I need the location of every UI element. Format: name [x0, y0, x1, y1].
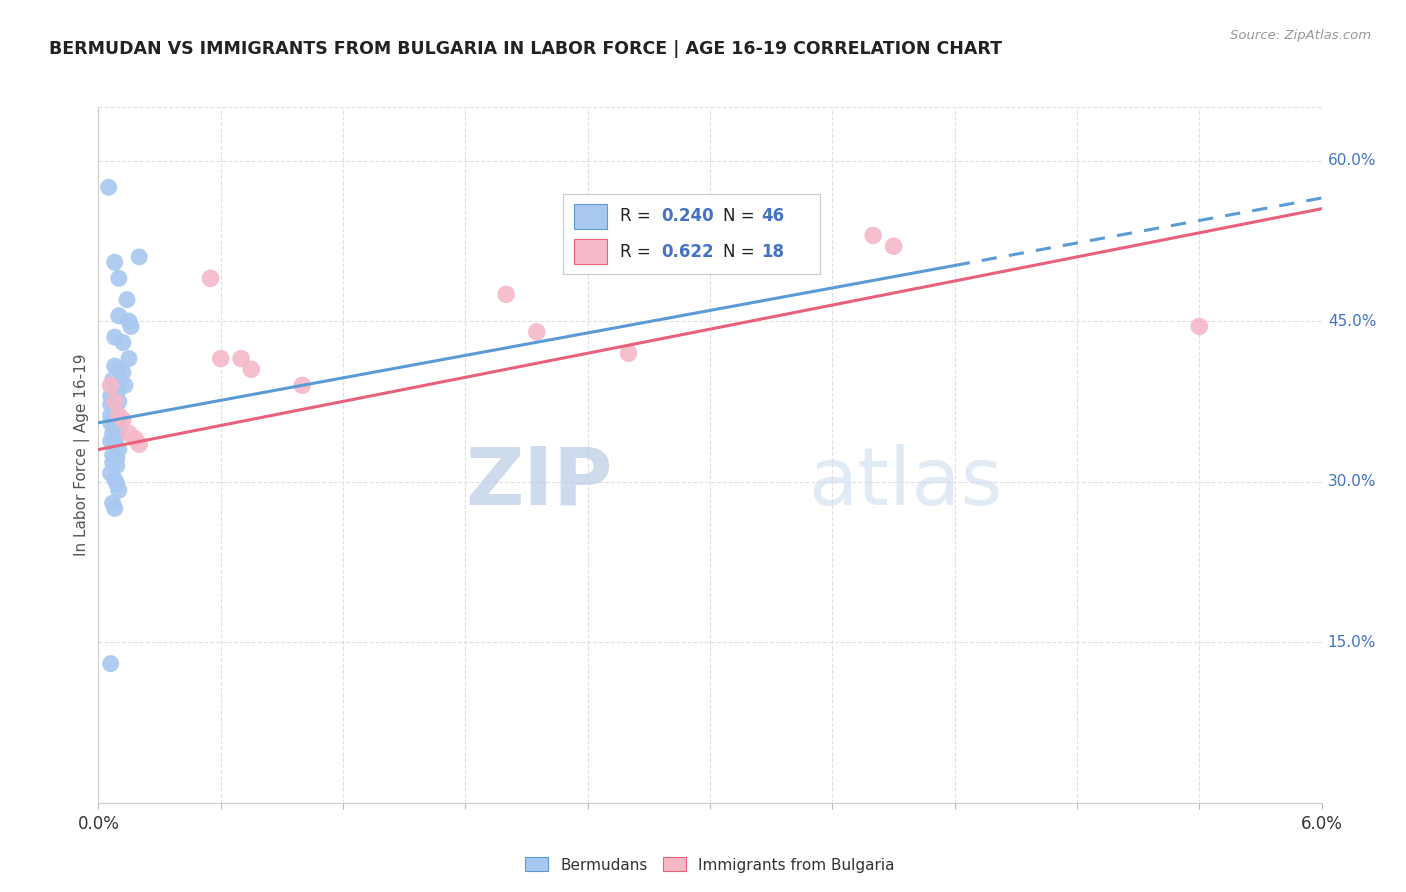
Text: Source: ZipAtlas.com: Source: ZipAtlas.com — [1230, 29, 1371, 42]
Point — [114, 378, 136, 392]
Point — [111, 335, 134, 350]
Point — [108, 376, 131, 391]
Point — [108, 362, 131, 376]
Point — [101, 373, 124, 387]
Point — [104, 391, 127, 405]
Point — [108, 483, 131, 498]
Point — [111, 366, 134, 380]
Point — [240, 362, 263, 376]
Text: 15.0%: 15.0% — [1327, 635, 1376, 649]
Point — [100, 466, 122, 480]
Point — [1188, 319, 1211, 334]
FancyBboxPatch shape — [574, 239, 607, 264]
Point — [100, 378, 122, 392]
Text: N =: N = — [723, 208, 759, 226]
Point — [104, 410, 127, 425]
Point — [115, 293, 138, 307]
Point — [105, 451, 128, 466]
Point — [118, 351, 141, 366]
Text: 46: 46 — [761, 208, 785, 226]
Point — [104, 394, 127, 409]
Point — [100, 409, 122, 423]
Point — [104, 330, 127, 344]
Point — [883, 239, 905, 253]
Point — [526, 325, 548, 339]
Text: atlas: atlas — [808, 443, 1002, 522]
Point — [200, 271, 222, 285]
Point — [101, 496, 124, 510]
Point — [104, 401, 127, 416]
Point — [124, 432, 146, 446]
Point — [101, 455, 124, 469]
Legend: Bermudans, Immigrants from Bulgaria: Bermudans, Immigrants from Bulgaria — [519, 851, 901, 879]
Point — [209, 351, 232, 366]
Point — [100, 416, 122, 430]
Text: 60.0%: 60.0% — [1327, 153, 1376, 168]
Point — [108, 442, 131, 457]
Point — [105, 458, 128, 473]
Point — [128, 250, 150, 264]
Text: ZIP: ZIP — [465, 443, 612, 522]
Text: R =: R = — [620, 243, 655, 260]
Text: N =: N = — [723, 243, 759, 260]
Point — [862, 228, 884, 243]
Point — [104, 419, 127, 434]
Text: 30.0%: 30.0% — [1327, 475, 1376, 489]
Point — [104, 359, 127, 373]
Point — [128, 437, 150, 451]
Point — [104, 501, 127, 516]
FancyBboxPatch shape — [574, 203, 607, 229]
Text: BERMUDAN VS IMMIGRANTS FROM BULGARIA IN LABOR FORCE | AGE 16-19 CORRELATION CHAR: BERMUDAN VS IMMIGRANTS FROM BULGARIA IN … — [49, 40, 1002, 58]
Text: 18: 18 — [761, 243, 785, 260]
Text: 45.0%: 45.0% — [1327, 314, 1376, 328]
Point — [100, 398, 122, 412]
Point — [108, 412, 131, 426]
Point — [108, 409, 131, 423]
Point — [101, 426, 124, 441]
Point — [105, 476, 128, 491]
Point — [111, 412, 134, 426]
Point — [100, 657, 122, 671]
Text: R =: R = — [620, 208, 655, 226]
Point — [104, 255, 127, 269]
Point — [108, 394, 131, 409]
Point — [617, 346, 640, 360]
Point — [100, 434, 122, 448]
Text: 0.240: 0.240 — [661, 208, 713, 226]
Point — [108, 423, 131, 437]
Point — [97, 180, 120, 194]
Point — [231, 351, 253, 366]
Y-axis label: In Labor Force | Age 16-19: In Labor Force | Age 16-19 — [75, 353, 90, 557]
Point — [118, 426, 141, 441]
Point — [104, 473, 127, 487]
Text: 0.622: 0.622 — [661, 243, 713, 260]
Point — [495, 287, 517, 301]
Point — [101, 448, 124, 462]
Point — [105, 430, 128, 444]
Point — [118, 314, 141, 328]
Point — [108, 271, 131, 285]
Point — [100, 389, 122, 403]
Point — [120, 319, 142, 334]
Point — [105, 385, 128, 400]
Point — [104, 437, 127, 451]
Point — [108, 309, 131, 323]
Point — [291, 378, 314, 392]
Point — [101, 384, 124, 398]
